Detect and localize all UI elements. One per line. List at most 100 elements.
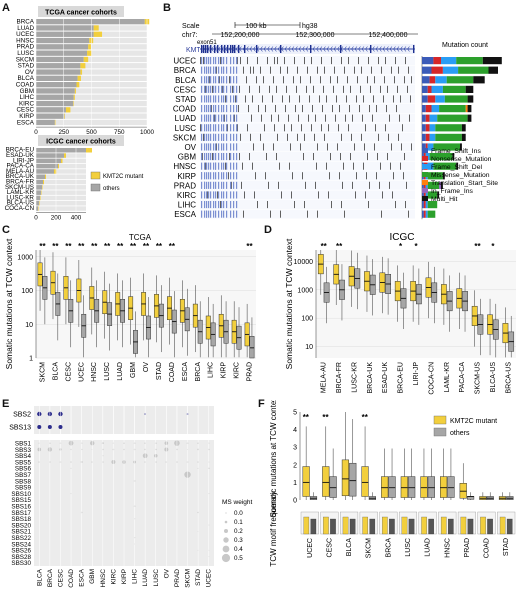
mutation-tick (339, 105, 340, 113)
exon-highlight (233, 133, 235, 141)
bar-others (36, 179, 43, 185)
exon-highlight (236, 191, 238, 199)
mutation-tick (356, 95, 357, 103)
bar-category-label: SKCM-US (5, 184, 34, 191)
mutation-tick (348, 124, 349, 132)
bar-category-label: PRAD (17, 44, 35, 51)
exon-highlight (204, 76, 206, 84)
mutation-tick (331, 57, 332, 65)
count-segment (458, 66, 489, 74)
exon-highlight (236, 210, 238, 218)
mutation-tick (368, 201, 369, 209)
bar-mutant (74, 88, 76, 94)
exon-highlight (204, 105, 206, 113)
mutation-tick (328, 124, 329, 132)
count-segment (488, 66, 498, 74)
track-label: SKCM (173, 133, 196, 142)
strand-arrow (298, 46, 302, 52)
mutation-tick (276, 85, 277, 93)
mutation-tick (352, 181, 353, 189)
exon-highlight (204, 66, 206, 74)
motif-bar-others (330, 518, 336, 535)
bar-others (36, 113, 65, 119)
exon-block (205, 45, 207, 53)
mutation-tick (389, 181, 390, 189)
exon-highlight (210, 85, 212, 93)
mutation-tick (380, 162, 381, 170)
mutation-tick (300, 143, 301, 151)
exon-highlight (233, 201, 235, 209)
mutation-tick (380, 85, 381, 93)
exon-highlight (218, 114, 220, 122)
count-segment (422, 181, 424, 189)
mutation-tick (249, 153, 250, 161)
signature-row-label: SBS26 (11, 548, 31, 555)
mutation-tick (289, 162, 290, 170)
mutation-tick (263, 76, 264, 84)
exon-highlight (236, 85, 238, 93)
ms-weight-dot (225, 512, 227, 514)
exon-highlight (226, 124, 228, 132)
exon-highlight (236, 143, 238, 151)
exon-highlight (206, 172, 208, 180)
count-segment (467, 95, 474, 103)
mutation-tick (343, 85, 344, 93)
strand-arrow (305, 46, 309, 52)
bar-others (36, 195, 40, 201)
ms-weight-label: 0.1 (234, 519, 243, 526)
exon-highlight (208, 85, 210, 93)
exon-highlight (218, 124, 220, 132)
exon-highlight (208, 143, 210, 151)
mutation-tick (275, 105, 276, 113)
mutation-tick (400, 162, 401, 170)
mutation-tick (281, 191, 282, 199)
track-label: UCEC (173, 57, 196, 66)
exon-highlight (213, 85, 215, 93)
mutation-tick (294, 57, 295, 65)
count-segment (423, 181, 426, 189)
strand-arrow (347, 46, 351, 52)
mutation-tick (348, 57, 349, 65)
bar-category-label: KIRC (19, 100, 34, 107)
y-tick-label: 10000 (294, 259, 314, 266)
mutation-tick (287, 66, 288, 74)
exon-highlight (230, 201, 232, 209)
mutation-tick (385, 124, 386, 132)
exon-highlight (206, 133, 208, 141)
mutation-tick (284, 124, 285, 132)
count-segment (446, 76, 474, 84)
mutation-tick (304, 57, 305, 65)
y-tick-label: 4 (293, 427, 297, 434)
exon-highlight (201, 162, 203, 170)
box-others (388, 476, 396, 498)
strand-arrow (323, 46, 326, 52)
significance-marker: ** (104, 242, 111, 251)
mutation-tick (351, 133, 352, 141)
bar-mutant (80, 69, 83, 75)
significance-marker: * (399, 242, 403, 251)
exon-highlight (204, 210, 206, 218)
mutation-tick (219, 76, 220, 84)
motif-bar-others (310, 518, 317, 535)
mutation-tick (344, 66, 345, 74)
strand-arrow (316, 46, 319, 52)
mutation-tick (360, 85, 361, 93)
column-label: KIRP (121, 569, 128, 584)
mutation-tick (267, 201, 268, 209)
coord-2: 152,300,000 (296, 32, 335, 39)
count-segment (442, 172, 445, 180)
mutation-tick (395, 201, 396, 209)
x-category-label: ESAD-UK (382, 362, 389, 393)
exon-highlight (208, 95, 210, 103)
x-category-label: LUSC-KR (351, 362, 358, 393)
ms-weight-label: 0.3 (234, 537, 243, 544)
mutation-tick (262, 95, 263, 103)
exon-highlight (218, 133, 220, 141)
motif-bar-others (506, 518, 513, 535)
tcga-title-box (38, 6, 124, 17)
exon-highlight (210, 172, 212, 180)
exon-highlight (210, 210, 212, 218)
significance-marker: ** (65, 242, 72, 251)
exon-highlight (213, 133, 215, 141)
box-others (447, 476, 455, 498)
